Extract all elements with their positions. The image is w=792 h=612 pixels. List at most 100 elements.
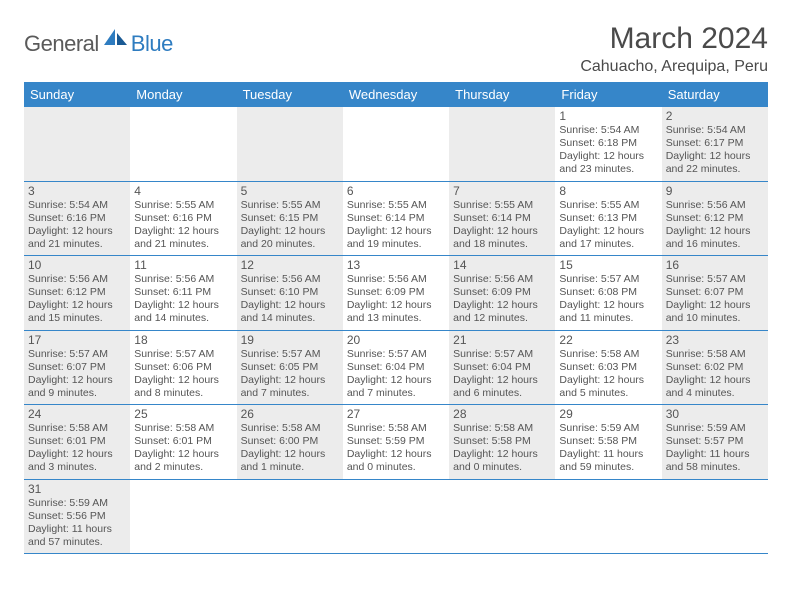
day-info: Sunrise: 5:59 AMSunset: 5:57 PMDaylight:… [666, 422, 764, 475]
calendar-day: 12Sunrise: 5:56 AMSunset: 6:10 PMDayligh… [237, 256, 343, 330]
day-number: 2 [666, 109, 764, 124]
day-number: 24 [28, 407, 126, 422]
day-number: 7 [453, 184, 551, 199]
day-info: Sunrise: 5:58 AMSunset: 6:01 PMDaylight:… [134, 422, 232, 475]
day-number: 15 [559, 258, 657, 273]
weekday-wed: Wednesday [343, 82, 449, 107]
weekday-tue: Tuesday [237, 82, 343, 107]
calendar-day: 8Sunrise: 5:55 AMSunset: 6:13 PMDaylight… [555, 182, 661, 256]
calendar-day: 7Sunrise: 5:55 AMSunset: 6:14 PMDaylight… [449, 182, 555, 256]
weekday-mon: Monday [130, 82, 236, 107]
day-info: Sunrise: 5:57 AMSunset: 6:06 PMDaylight:… [134, 348, 232, 401]
calendar-day: 25Sunrise: 5:58 AMSunset: 6:01 PMDayligh… [130, 405, 236, 479]
day-number: 17 [28, 333, 126, 348]
day-info: Sunrise: 5:57 AMSunset: 6:08 PMDaylight:… [559, 273, 657, 326]
calendar-day: 3Sunrise: 5:54 AMSunset: 6:16 PMDaylight… [24, 182, 130, 256]
calendar-day: 23Sunrise: 5:58 AMSunset: 6:02 PMDayligh… [662, 331, 768, 405]
calendar-day [449, 480, 555, 554]
calendar-day: 2Sunrise: 5:54 AMSunset: 6:17 PMDaylight… [662, 107, 768, 181]
calendar-day: 22Sunrise: 5:58 AMSunset: 6:03 PMDayligh… [555, 331, 661, 405]
calendar-week: 31Sunrise: 5:59 AMSunset: 5:56 PMDayligh… [24, 480, 768, 555]
day-number: 4 [134, 184, 232, 199]
calendar-day: 28Sunrise: 5:58 AMSunset: 5:58 PMDayligh… [449, 405, 555, 479]
day-number: 5 [241, 184, 339, 199]
day-number: 30 [666, 407, 764, 422]
calendar-day: 26Sunrise: 5:58 AMSunset: 6:00 PMDayligh… [237, 405, 343, 479]
day-number: 1 [559, 109, 657, 124]
calendar-day [343, 107, 449, 181]
day-number: 8 [559, 184, 657, 199]
day-info: Sunrise: 5:56 AMSunset: 6:09 PMDaylight:… [453, 273, 551, 326]
day-info: Sunrise: 5:54 AMSunset: 6:17 PMDaylight:… [666, 124, 764, 177]
day-number: 21 [453, 333, 551, 348]
day-info: Sunrise: 5:58 AMSunset: 6:03 PMDaylight:… [559, 348, 657, 401]
day-info: Sunrise: 5:55 AMSunset: 6:15 PMDaylight:… [241, 199, 339, 252]
logo-text-general: General [24, 31, 99, 57]
calendar-day: 24Sunrise: 5:58 AMSunset: 6:01 PMDayligh… [24, 405, 130, 479]
calendar-week: 1Sunrise: 5:54 AMSunset: 6:18 PMDaylight… [24, 107, 768, 182]
day-number: 20 [347, 333, 445, 348]
day-number: 10 [28, 258, 126, 273]
day-info: Sunrise: 5:58 AMSunset: 5:58 PMDaylight:… [453, 422, 551, 475]
day-number: 31 [28, 482, 126, 497]
location: Cahuacho, Arequipa, Peru [580, 58, 768, 76]
calendar-day: 9Sunrise: 5:56 AMSunset: 6:12 PMDaylight… [662, 182, 768, 256]
calendar-day [343, 480, 449, 554]
calendar-day: 31Sunrise: 5:59 AMSunset: 5:56 PMDayligh… [24, 480, 130, 554]
day-number: 16 [666, 258, 764, 273]
calendar-day: 13Sunrise: 5:56 AMSunset: 6:09 PMDayligh… [343, 256, 449, 330]
day-info: Sunrise: 5:56 AMSunset: 6:12 PMDaylight:… [666, 199, 764, 252]
logo-text-blue: Blue [131, 31, 173, 57]
day-info: Sunrise: 5:58 AMSunset: 5:59 PMDaylight:… [347, 422, 445, 475]
calendar-day [24, 107, 130, 181]
weekday-thu: Thursday [449, 82, 555, 107]
weekday-fri: Friday [555, 82, 661, 107]
day-info: Sunrise: 5:55 AMSunset: 6:14 PMDaylight:… [453, 199, 551, 252]
day-info: Sunrise: 5:56 AMSunset: 6:10 PMDaylight:… [241, 273, 339, 326]
day-number: 23 [666, 333, 764, 348]
calendar-day: 30Sunrise: 5:59 AMSunset: 5:57 PMDayligh… [662, 405, 768, 479]
day-info: Sunrise: 5:55 AMSunset: 6:13 PMDaylight:… [559, 199, 657, 252]
calendar-day: 1Sunrise: 5:54 AMSunset: 6:18 PMDaylight… [555, 107, 661, 181]
day-number: 11 [134, 258, 232, 273]
day-number: 28 [453, 407, 551, 422]
day-number: 27 [347, 407, 445, 422]
calendar-day [130, 480, 236, 554]
day-number: 18 [134, 333, 232, 348]
day-number: 14 [453, 258, 551, 273]
calendar-day: 17Sunrise: 5:57 AMSunset: 6:07 PMDayligh… [24, 331, 130, 405]
calendar-day [662, 480, 768, 554]
day-info: Sunrise: 5:54 AMSunset: 6:18 PMDaylight:… [559, 124, 657, 177]
weekday-header: Sunday Monday Tuesday Wednesday Thursday… [24, 82, 768, 107]
day-info: Sunrise: 5:55 AMSunset: 6:16 PMDaylight:… [134, 199, 232, 252]
sail-icon [103, 28, 129, 51]
calendar-day: 16Sunrise: 5:57 AMSunset: 6:07 PMDayligh… [662, 256, 768, 330]
day-info: Sunrise: 5:57 AMSunset: 6:07 PMDaylight:… [28, 348, 126, 401]
day-info: Sunrise: 5:58 AMSunset: 6:01 PMDaylight:… [28, 422, 126, 475]
calendar-day [237, 107, 343, 181]
day-number: 3 [28, 184, 126, 199]
day-number: 6 [347, 184, 445, 199]
calendar-day: 19Sunrise: 5:57 AMSunset: 6:05 PMDayligh… [237, 331, 343, 405]
calendar-week: 10Sunrise: 5:56 AMSunset: 6:12 PMDayligh… [24, 256, 768, 331]
calendar-day: 6Sunrise: 5:55 AMSunset: 6:14 PMDaylight… [343, 182, 449, 256]
calendar-day [449, 107, 555, 181]
day-info: Sunrise: 5:57 AMSunset: 6:04 PMDaylight:… [453, 348, 551, 401]
weekday-sun: Sunday [24, 82, 130, 107]
calendar-day: 20Sunrise: 5:57 AMSunset: 6:04 PMDayligh… [343, 331, 449, 405]
day-number: 12 [241, 258, 339, 273]
day-number: 29 [559, 407, 657, 422]
day-info: Sunrise: 5:55 AMSunset: 6:14 PMDaylight:… [347, 199, 445, 252]
header: General Blue March 2024 Cahuacho, Arequi… [24, 22, 768, 76]
day-number: 19 [241, 333, 339, 348]
day-number: 25 [134, 407, 232, 422]
calendar-day [130, 107, 236, 181]
day-info: Sunrise: 5:57 AMSunset: 6:07 PMDaylight:… [666, 273, 764, 326]
logo: General Blue [24, 28, 173, 59]
calendar-day: 4Sunrise: 5:55 AMSunset: 6:16 PMDaylight… [130, 182, 236, 256]
day-number: 22 [559, 333, 657, 348]
day-info: Sunrise: 5:56 AMSunset: 6:11 PMDaylight:… [134, 273, 232, 326]
day-info: Sunrise: 5:59 AMSunset: 5:58 PMDaylight:… [559, 422, 657, 475]
calendar-week: 17Sunrise: 5:57 AMSunset: 6:07 PMDayligh… [24, 331, 768, 406]
calendar-day: 29Sunrise: 5:59 AMSunset: 5:58 PMDayligh… [555, 405, 661, 479]
